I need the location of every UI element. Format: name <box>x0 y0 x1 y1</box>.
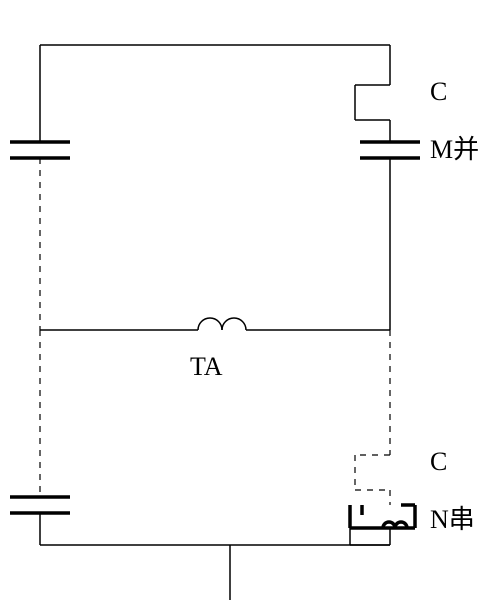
label-N_ser: N串 <box>430 505 475 534</box>
label-C_top: C <box>430 77 447 106</box>
label-C_bot: C <box>430 447 447 476</box>
label-TA: TA <box>190 352 223 381</box>
label-M_par: M并 <box>430 135 479 164</box>
